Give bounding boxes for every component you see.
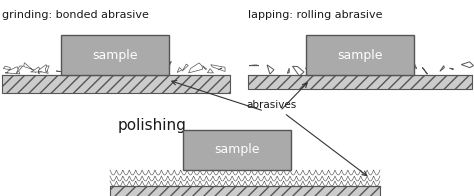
Polygon shape <box>121 62 130 71</box>
Polygon shape <box>94 68 100 72</box>
Text: abrasives: abrasives <box>247 100 297 110</box>
Polygon shape <box>82 64 94 69</box>
Polygon shape <box>31 67 42 72</box>
Polygon shape <box>211 65 225 72</box>
Polygon shape <box>56 71 63 72</box>
Polygon shape <box>189 63 202 73</box>
Polygon shape <box>164 62 172 73</box>
Polygon shape <box>24 63 36 73</box>
Polygon shape <box>177 67 182 73</box>
Bar <box>183 130 291 170</box>
Text: sample: sample <box>92 48 138 62</box>
Bar <box>306 35 414 75</box>
Polygon shape <box>146 63 154 67</box>
Polygon shape <box>46 66 49 73</box>
Bar <box>248 75 472 89</box>
Polygon shape <box>155 69 159 73</box>
Text: grinding: bonded abrasive: grinding: bonded abrasive <box>2 10 149 20</box>
Polygon shape <box>128 61 144 66</box>
Polygon shape <box>3 66 10 73</box>
Polygon shape <box>16 66 23 74</box>
Polygon shape <box>5 67 20 74</box>
Polygon shape <box>63 66 66 68</box>
Polygon shape <box>122 65 134 71</box>
Polygon shape <box>71 69 78 73</box>
Polygon shape <box>140 69 146 74</box>
Polygon shape <box>106 64 117 74</box>
Polygon shape <box>73 62 88 72</box>
Text: polishing: polishing <box>118 118 187 133</box>
Bar <box>61 35 169 75</box>
Bar <box>110 186 380 196</box>
Polygon shape <box>159 63 170 69</box>
Polygon shape <box>102 63 110 70</box>
Text: sample: sample <box>214 143 260 156</box>
Polygon shape <box>182 64 188 71</box>
Polygon shape <box>38 65 48 74</box>
Text: sample: sample <box>337 48 383 62</box>
Bar <box>2 75 230 93</box>
Polygon shape <box>207 69 213 73</box>
Text: lapping: rolling abrasive: lapping: rolling abrasive <box>248 10 383 20</box>
Polygon shape <box>202 66 207 70</box>
Polygon shape <box>219 68 222 70</box>
